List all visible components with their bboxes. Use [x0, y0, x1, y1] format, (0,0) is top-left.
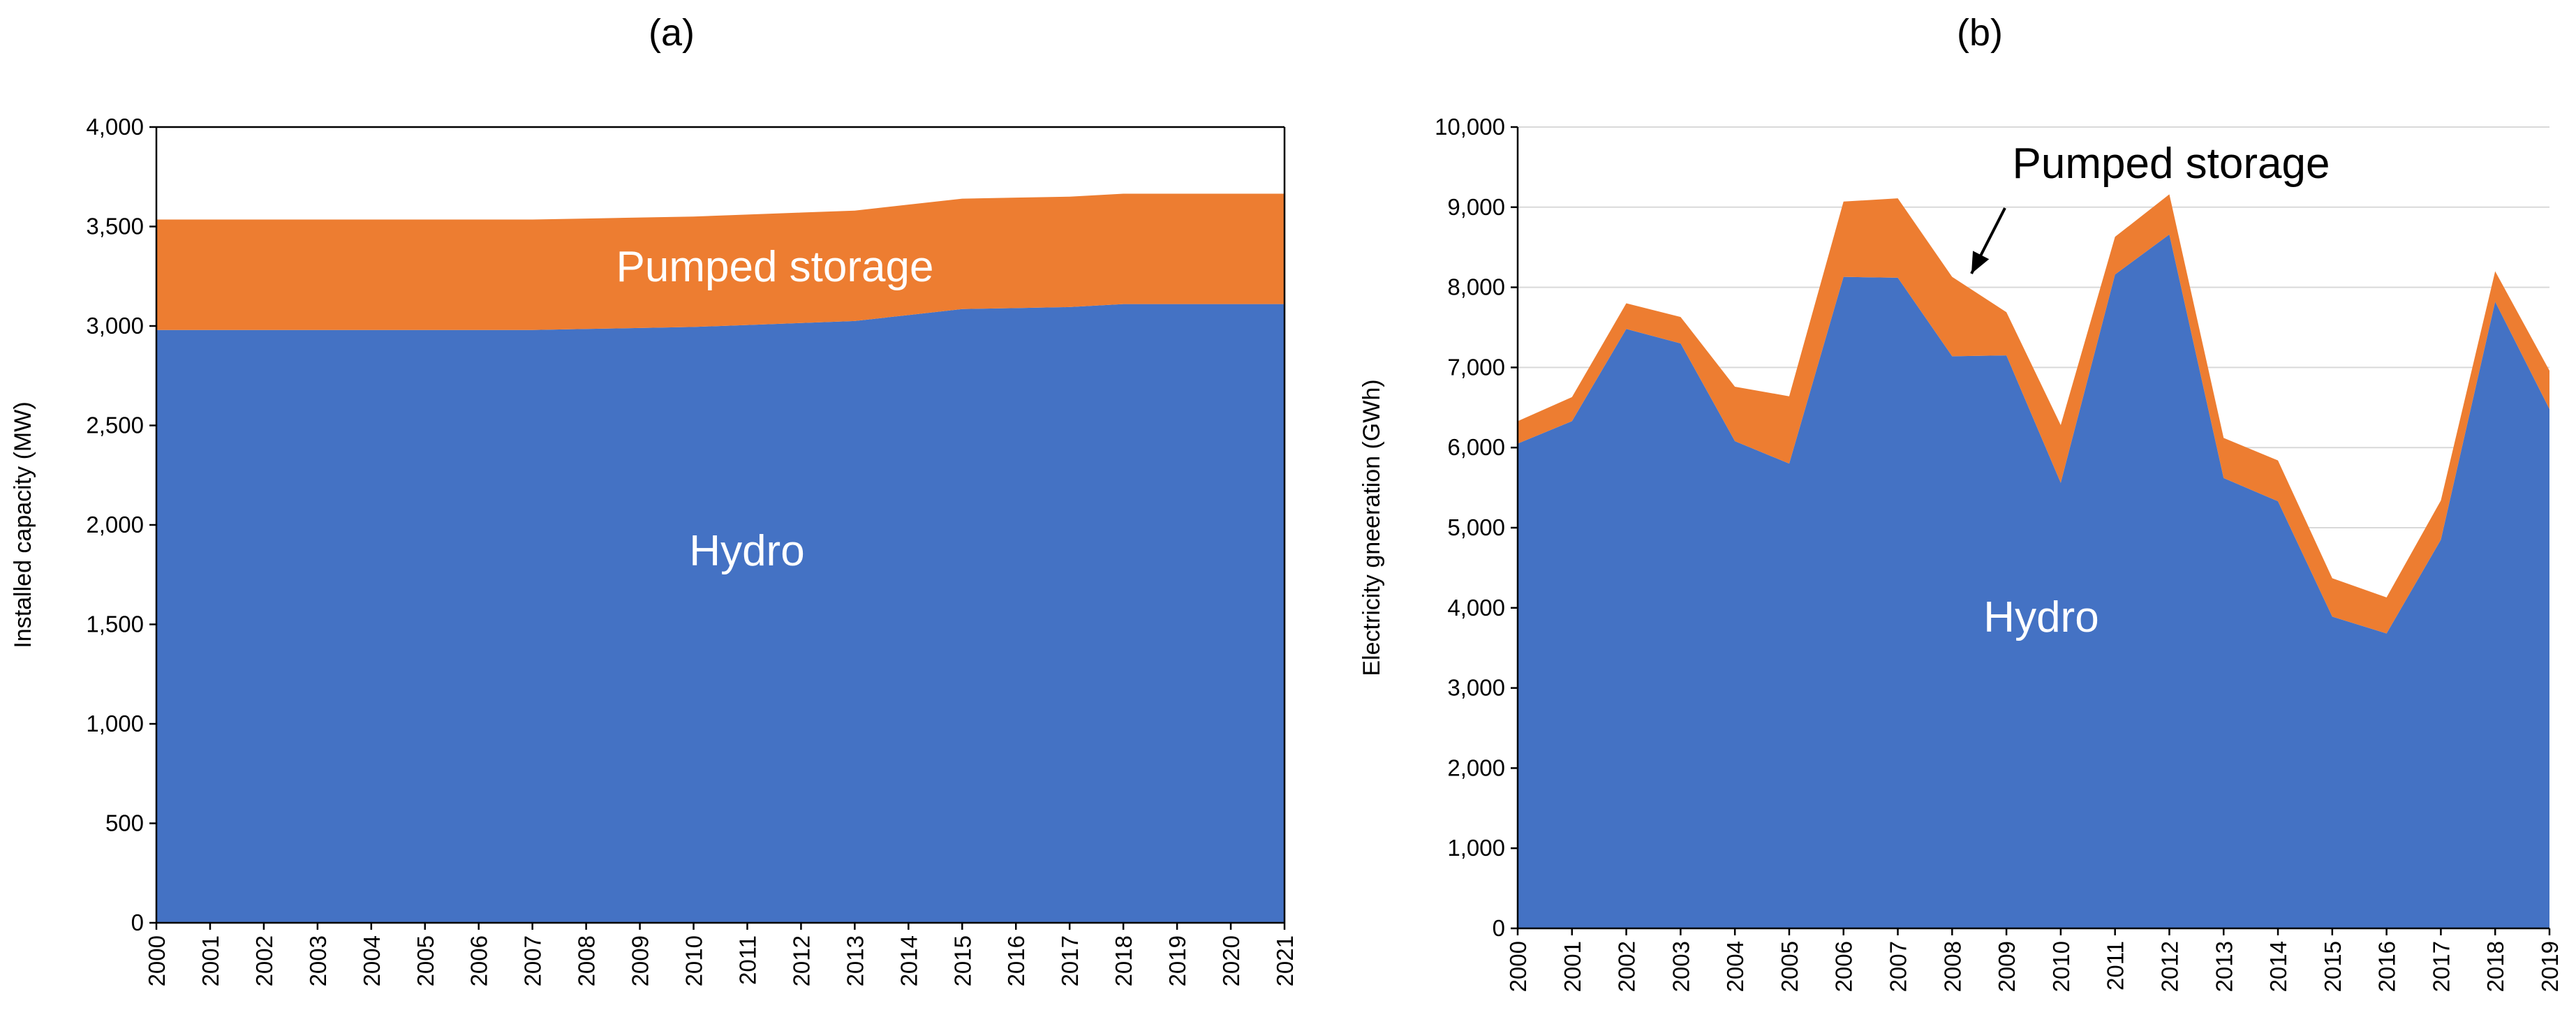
y-tick-label: 2,500 — [86, 413, 144, 438]
pumped-storage-annotation: Pumped storage — [2013, 140, 2330, 188]
x-tick-label: 2019 — [1164, 935, 1190, 986]
x-tick-label: 2002 — [1614, 941, 1640, 992]
x-tick-label: 2015 — [949, 935, 975, 986]
x-tick-label: 2007 — [1886, 941, 1911, 992]
y-axis-label: Installed capacity (MW) — [10, 401, 36, 648]
x-tick-label: 2019 — [2537, 941, 2563, 992]
x-tick-label: 2016 — [2374, 941, 2400, 992]
y-tick-label: 4,000 — [1447, 595, 1505, 621]
x-tick-label: 2013 — [842, 935, 868, 986]
x-tick-label: 2021 — [1272, 935, 1298, 986]
x-tick-label: 2017 — [1057, 935, 1083, 986]
y-tick-label: 1,000 — [86, 711, 144, 736]
panel-a-chart: (a) 0 500 1,000 1,500 2,000 2,500 3,000 3,500 4,0… — [10, 12, 1298, 986]
x-tick-label: 2001 — [198, 935, 223, 986]
y-tick-label: 1,500 — [86, 611, 144, 637]
x-tick-label: 2020 — [1218, 935, 1244, 986]
y-tick-label: 5,000 — [1447, 514, 1505, 540]
y-tick-label: 10,000 — [1435, 114, 1505, 140]
x-tick-label: 2000 — [1505, 941, 1531, 992]
x-tick-label: 2012 — [788, 935, 814, 986]
x-tick-label: 2012 — [2156, 941, 2182, 992]
y-tick-label: 0 — [131, 910, 144, 935]
y-tick-label: 3,000 — [1447, 675, 1505, 701]
hydro-area — [1518, 234, 2549, 928]
x-tick-label: 2003 — [305, 935, 331, 986]
y-tick-label: 2,000 — [1447, 755, 1505, 780]
x-tick-label: 2009 — [628, 935, 653, 986]
x-tick-label: 2006 — [466, 935, 492, 986]
x-tick-label: 2010 — [2048, 941, 2074, 992]
x-tick-label: 2014 — [2265, 941, 2291, 992]
x-tick-label: 2011 — [2103, 941, 2129, 990]
annotation-arrowhead — [1971, 251, 1990, 274]
x-tick-label: 2004 — [359, 935, 385, 986]
x-tick-label: 2017 — [2428, 941, 2454, 992]
x-tick-label: 2000 — [144, 935, 170, 986]
x-tick-label: 2014 — [896, 935, 921, 986]
y-tick-label: 6,000 — [1447, 434, 1505, 460]
x-tick-label: 2002 — [251, 935, 277, 986]
pumped-storage-area — [1518, 194, 2549, 634]
x-tick-label: 2007 — [520, 935, 546, 986]
y-tick-label: 0 — [1493, 915, 1505, 941]
x-tick-label: 2018 — [2482, 941, 2508, 992]
panel-label: (a) — [649, 12, 695, 54]
y-tick-label: 8,000 — [1447, 274, 1505, 300]
hydro-annotation: Hydro — [689, 527, 804, 575]
x-tick-label: 2006 — [1831, 941, 1857, 992]
y-tick-label: 500 — [105, 810, 144, 836]
y-tick-label: 3,000 — [86, 313, 144, 339]
x-tick-label: 2015 — [2320, 941, 2346, 992]
panel-b-chart: (b) 0 1,000 2,000 3,000 4,000 5,000 6,000 7,000 8… — [1359, 12, 2563, 992]
x-tick-label: 2016 — [1003, 935, 1029, 986]
x-tick-label: 2010 — [681, 935, 707, 986]
y-tick-label: 3,500 — [86, 214, 144, 239]
x-tick-label: 2009 — [1994, 941, 2020, 992]
y-tick-label: 7,000 — [1447, 354, 1505, 380]
x-tick-label: 2003 — [1668, 941, 1694, 992]
x-tick-label: 2005 — [413, 935, 438, 986]
y-axis-label: Electricity gneeration (GWh) — [1359, 379, 1385, 676]
x-tick-label: 2001 — [1560, 941, 1585, 992]
x-tick-label: 2018 — [1111, 935, 1137, 986]
panel-label: (b) — [1957, 12, 2003, 54]
x-tick-label: 2005 — [1777, 941, 1803, 992]
pumped-storage-area — [156, 193, 1285, 330]
y-tick-label: 9,000 — [1447, 194, 1505, 220]
y-tick-label: 1,000 — [1447, 835, 1505, 861]
pumped-storage-annotation: Pumped storage — [616, 243, 934, 291]
x-tick-label: 2011 — [734, 935, 760, 985]
hydro-annotation: Hydro — [1983, 593, 2098, 641]
x-tick-label: 2013 — [2211, 941, 2237, 992]
hydro-area — [156, 304, 1285, 923]
y-tick-label: 4,000 — [86, 114, 144, 140]
x-tick-label: 2004 — [1722, 941, 1748, 992]
x-tick-label: 2008 — [1939, 941, 1965, 992]
x-tick-label: 2008 — [574, 935, 600, 986]
y-tick-label: 2,000 — [86, 512, 144, 537]
